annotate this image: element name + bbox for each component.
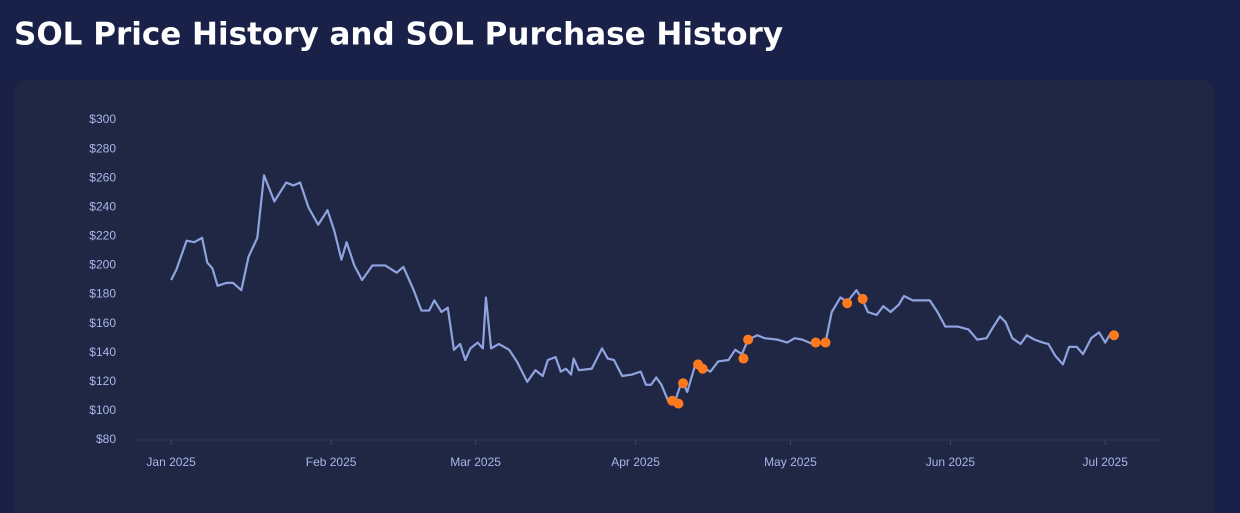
x-tick-label: Mar 2025 [450,455,501,469]
price-line [170,174,1112,405]
x-tick-label: May 2025 [764,455,817,469]
x-tick-label: Apr 2025 [611,455,660,469]
x-tick-label: Jun 2025 [926,455,976,469]
y-tick-label: $160 [89,316,116,330]
y-tick-label: $140 [89,345,116,359]
y-tick-label: $120 [89,374,116,388]
y-tick-label: $240 [89,199,116,213]
y-tick-label: $220 [89,229,116,243]
purchase-point [857,293,868,304]
y-tick-label: $260 [89,170,116,184]
purchase-point [743,334,754,345]
chart-panel [14,80,1214,513]
purchase-point [678,378,689,389]
y-tick-label: $80 [96,432,116,446]
purchase-point [697,363,708,374]
y-tick-label: $100 [89,403,116,417]
purchase-point [1109,330,1120,341]
x-tick-label: Jul 2025 [1083,455,1129,469]
chart-title: SOL Price History and SOL Purchase Histo… [14,17,783,53]
y-tick-label: $180 [89,287,116,301]
purchase-point [738,353,749,364]
purchase-point [810,337,821,348]
purchase-point [673,398,684,409]
y-tick-label: $200 [89,258,116,272]
y-tick-label: $300 [89,112,116,126]
x-tick-label: Feb 2025 [306,455,357,469]
purchase-point [820,337,831,348]
y-tick-label: $280 [89,141,116,155]
purchase-point [842,298,853,309]
x-tick-label: Jan 2025 [146,455,196,469]
